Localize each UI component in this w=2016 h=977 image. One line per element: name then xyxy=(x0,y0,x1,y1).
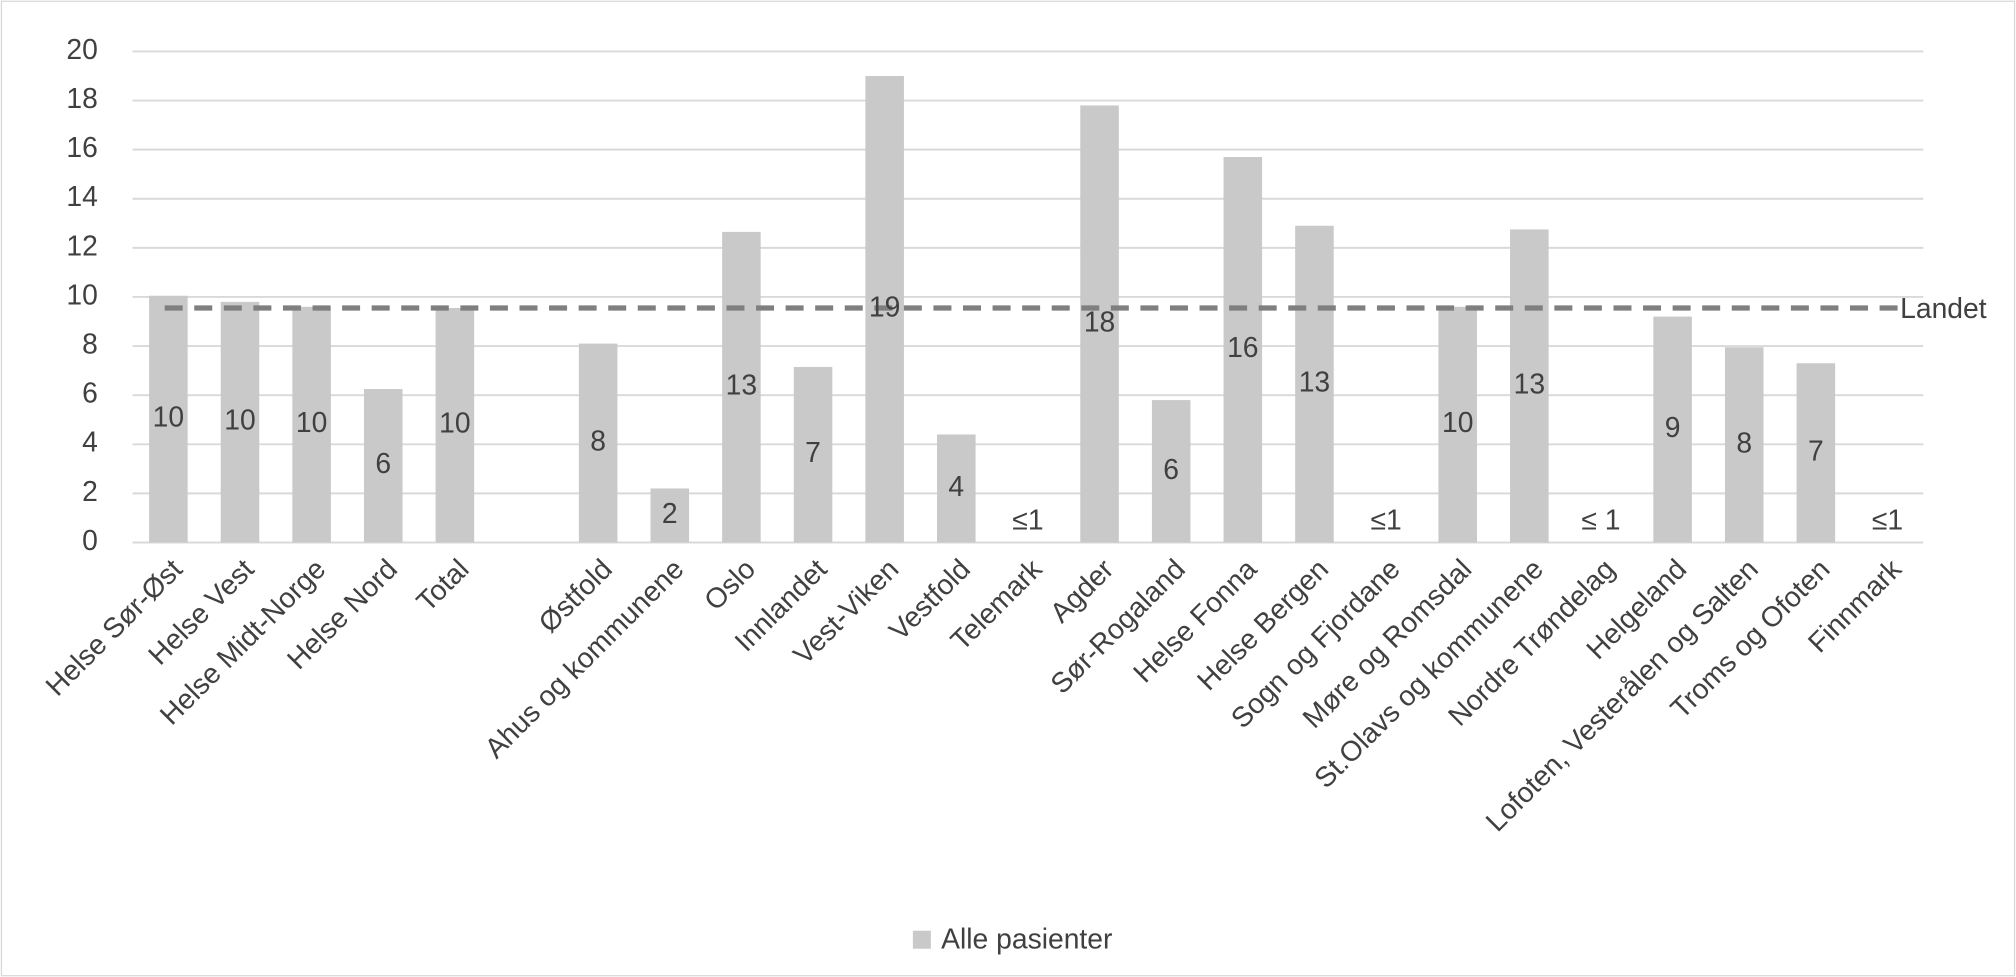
bar xyxy=(578,343,618,543)
value-label: ≤1 xyxy=(1370,503,1401,535)
bar xyxy=(292,306,331,543)
bar xyxy=(220,301,260,543)
y-tick-label: 10 xyxy=(66,278,97,310)
value-label: 16 xyxy=(1227,331,1258,363)
y-tick-label: 8 xyxy=(82,328,98,360)
value-label: ≤ 1 xyxy=(1581,503,1620,535)
y-tick-label: 16 xyxy=(66,131,97,163)
bar xyxy=(650,488,690,543)
value-label: 6 xyxy=(1163,453,1179,485)
value-label: 8 xyxy=(590,425,606,457)
y-tick-label: 14 xyxy=(66,180,97,212)
value-label: 10 xyxy=(1442,406,1473,438)
value-label: ≤1 xyxy=(1012,503,1043,535)
bar xyxy=(937,434,976,543)
value-label: 8 xyxy=(1736,426,1752,458)
value-label: 13 xyxy=(1514,367,1545,399)
legend-label: Alle pasienter xyxy=(941,922,1112,954)
y-tick-label: 4 xyxy=(82,426,98,458)
bar xyxy=(1438,306,1477,543)
y-tick-label: 12 xyxy=(66,229,97,261)
value-label: 7 xyxy=(805,436,821,468)
value-label: 9 xyxy=(1665,411,1681,443)
value-label: 18 xyxy=(1084,305,1115,337)
value-label: 7 xyxy=(1808,434,1824,466)
y-tick-label: 0 xyxy=(82,524,98,556)
bar xyxy=(1151,400,1191,543)
value-label: 13 xyxy=(1299,366,1330,398)
bar xyxy=(363,389,403,543)
value-label: 6 xyxy=(375,447,391,479)
value-label: 13 xyxy=(726,369,757,401)
y-tick-label: 18 xyxy=(66,82,97,114)
y-tick-label: 6 xyxy=(82,377,98,409)
bar xyxy=(1653,316,1692,543)
value-label: 2 xyxy=(662,497,678,529)
value-label: 19 xyxy=(869,291,900,323)
bar xyxy=(793,366,833,543)
bar xyxy=(1223,157,1263,543)
y-tick-label: 2 xyxy=(82,475,98,507)
y-tick-label: 20 xyxy=(66,33,97,65)
value-label: 10 xyxy=(153,401,184,433)
bar xyxy=(435,308,475,543)
value-label: 4 xyxy=(948,470,964,502)
value-label: ≤1 xyxy=(1872,503,1903,535)
reference-label: Landet xyxy=(1900,292,1987,324)
bar xyxy=(1510,229,1549,543)
bar xyxy=(1295,225,1334,543)
bar xyxy=(722,231,761,543)
bar xyxy=(1724,347,1764,543)
bar xyxy=(1080,105,1119,543)
value-label: 10 xyxy=(296,406,327,438)
legend-swatch xyxy=(912,930,931,949)
bar xyxy=(1796,363,1836,543)
value-label: 10 xyxy=(224,404,255,436)
bar xyxy=(149,295,188,543)
value-label: 10 xyxy=(439,407,470,439)
